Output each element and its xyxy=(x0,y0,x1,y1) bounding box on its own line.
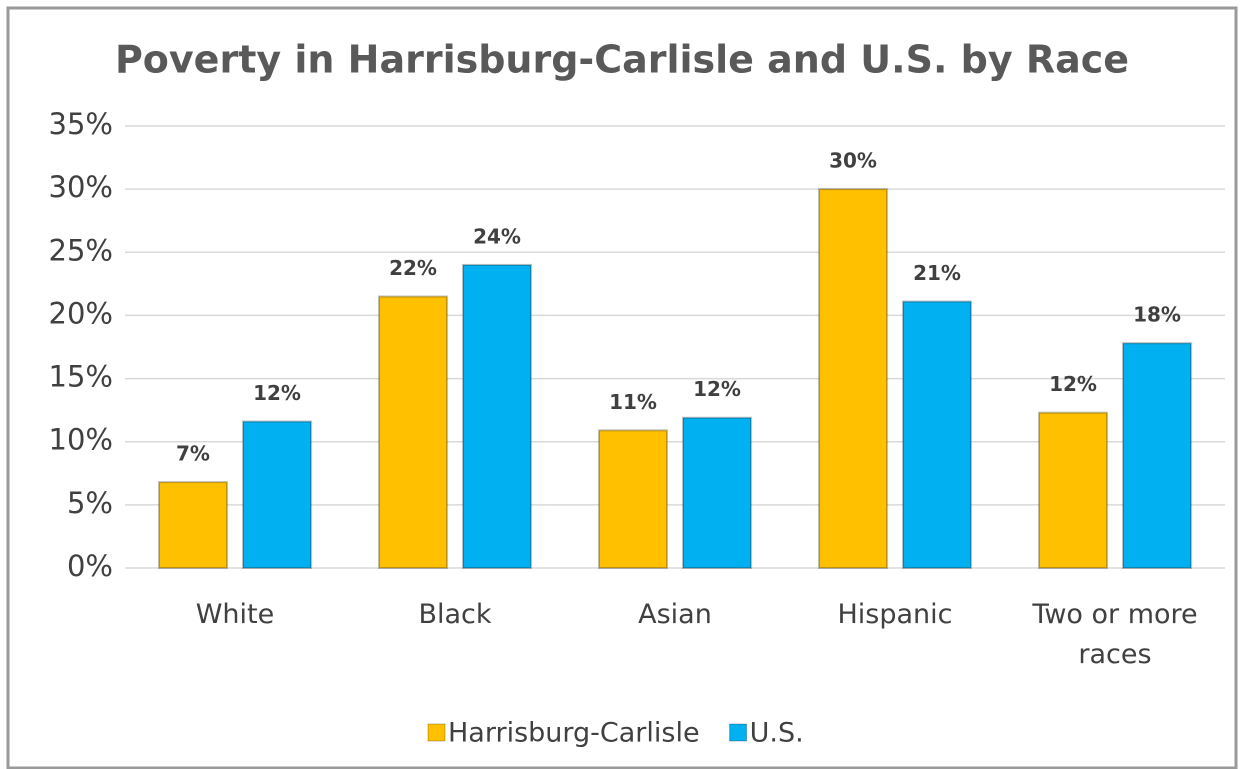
data-label: 21% xyxy=(913,261,961,285)
data-label: 30% xyxy=(829,149,877,173)
x-tick-label: White xyxy=(195,599,275,630)
bar xyxy=(818,188,888,569)
bar xyxy=(378,295,448,569)
y-tick-label: 10% xyxy=(49,423,113,457)
y-tick-label: 15% xyxy=(49,360,113,394)
bar xyxy=(158,481,228,569)
y-tick-label: 20% xyxy=(49,296,113,330)
x-tick-label: Asian xyxy=(638,599,712,630)
bar xyxy=(1122,342,1192,569)
legend-swatch xyxy=(427,723,446,742)
bar xyxy=(598,429,668,569)
x-tick-label: Two or more races xyxy=(1032,599,1198,670)
bar xyxy=(242,420,312,569)
bar xyxy=(1038,411,1108,569)
chart-title: Poverty in Harrisburg-Carlisle and U.S. … xyxy=(115,38,1129,82)
bar xyxy=(682,416,752,569)
chart-frame xyxy=(6,6,1238,769)
data-label: 24% xyxy=(473,224,521,248)
x-tick-label: Hispanic xyxy=(837,599,953,630)
data-label: 12% xyxy=(253,381,301,405)
x-tick-label: Black xyxy=(418,599,492,630)
y-tick-label: 30% xyxy=(49,170,113,204)
bar xyxy=(462,263,532,569)
data-label: 18% xyxy=(1133,303,1181,327)
y-tick-label: 0% xyxy=(67,549,113,583)
data-label: 12% xyxy=(1049,372,1097,396)
data-label: 12% xyxy=(693,377,741,401)
data-label: 7% xyxy=(176,442,210,466)
y-tick-label: 25% xyxy=(49,233,113,267)
data-label: 11% xyxy=(609,390,657,414)
data-label: 22% xyxy=(389,256,437,280)
y-tick-label: 5% xyxy=(67,486,113,520)
legend-label: U.S. xyxy=(750,718,804,749)
y-tick-label: 35% xyxy=(49,107,113,141)
legend-label: Harrisburg-Carlisle xyxy=(448,718,700,749)
bar xyxy=(902,300,972,569)
legend-swatch xyxy=(729,723,748,742)
